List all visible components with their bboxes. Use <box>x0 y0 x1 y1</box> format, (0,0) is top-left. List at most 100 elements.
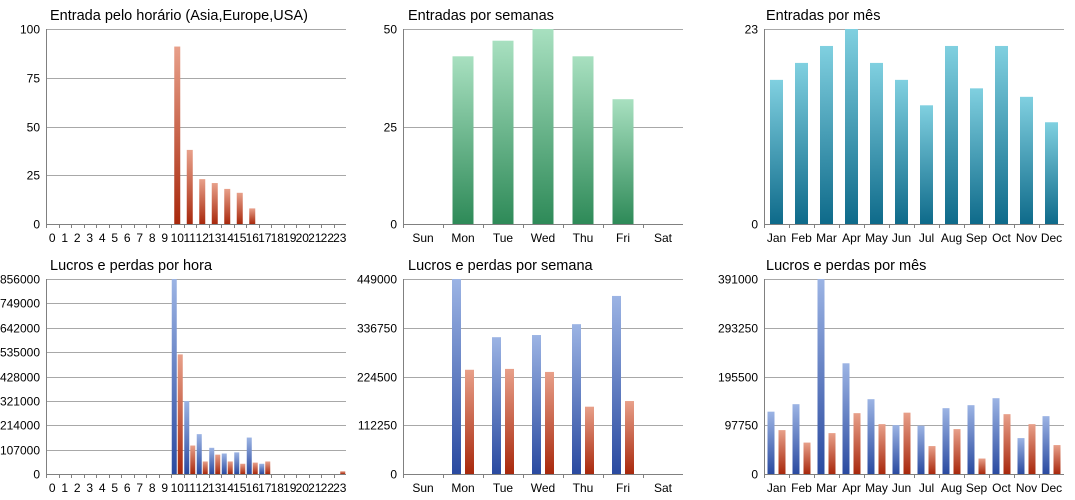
x-tick-label: 8 <box>149 231 156 245</box>
y-tick-label: 0 <box>751 218 758 232</box>
x-tick-label: 17 <box>258 231 272 245</box>
y-tick-label: 0 <box>390 218 397 232</box>
y-tick-label: 321000 <box>0 395 40 409</box>
x-tick-label: Nov <box>1016 231 1037 245</box>
x-tick-label: Mar <box>816 481 837 495</box>
x-tick-label: Sat <box>654 481 673 495</box>
bar-green-Thu <box>572 56 594 224</box>
bar-orange-14 <box>224 188 231 224</box>
bar-red-Fri <box>625 401 634 474</box>
x-tick-label: 2 <box>74 481 81 495</box>
y-tick-label: 224500 <box>357 371 397 385</box>
x-tick-label: 21 <box>308 481 322 495</box>
y-tick-label: 856000 <box>0 273 40 287</box>
x-tick-label: 0 <box>49 481 56 495</box>
x-tick-label: 5 <box>111 231 118 245</box>
x-tick-label: 23 <box>333 231 347 245</box>
bar-blue-Dec <box>1042 416 1050 474</box>
x-tick-label: 2 <box>74 231 81 245</box>
y-tick-label: 449000 <box>357 273 397 287</box>
bar-red-14 <box>227 461 233 474</box>
x-tick-label: 22 <box>321 231 335 245</box>
bar-orange-13 <box>211 183 218 224</box>
chart-6: Lucros e perdas por mês 0 97750 195500 29325… <box>718 258 1064 495</box>
bar-blue-13 <box>209 447 215 474</box>
y-tick-label: 0 <box>390 468 397 482</box>
x-tick-label: 7 <box>136 481 143 495</box>
x-tick-label: Mon <box>451 481 474 495</box>
bar-red-May <box>878 424 886 474</box>
x-tick-label: Jul <box>919 231 934 245</box>
bar-blue-10 <box>171 279 177 474</box>
y-tick-label: 0 <box>33 218 40 232</box>
x-tick-label: Tue <box>493 231 514 245</box>
bar-red-12 <box>202 461 208 474</box>
bar-blue-Mon <box>452 279 461 474</box>
bar-red-Jun <box>903 412 911 474</box>
bar-blue-Apr <box>842 363 850 474</box>
bar-blue-Jan <box>767 411 775 474</box>
x-tick-label: 4 <box>99 231 106 245</box>
x-tick-label: Wed <box>531 231 555 245</box>
bar-orange-11 <box>186 149 193 224</box>
bar-red-Mar <box>828 433 836 474</box>
y-tick-label: 0 <box>751 468 758 482</box>
bar-blue-11 <box>184 401 190 474</box>
y-tick-label: 75 <box>27 72 41 86</box>
bar-red-Jul <box>928 446 936 474</box>
x-tick-label: Dec <box>1041 481 1062 495</box>
x-tick-label: Mon <box>451 231 474 245</box>
x-tick-label: 1 <box>61 481 68 495</box>
bar-blue-Aug <box>942 408 950 474</box>
x-tick-label: Wed <box>531 481 555 495</box>
x-tick-label: 9 <box>161 481 168 495</box>
x-tick-label: 12 <box>196 231 210 245</box>
y-tick-label: 749000 <box>0 297 40 311</box>
x-tick-label: 17 <box>258 481 272 495</box>
x-tick-label: 0 <box>49 231 56 245</box>
bar-teal-Jul <box>920 105 933 224</box>
bar-blue-Thu <box>572 324 581 474</box>
x-tick-label: Sun <box>412 481 433 495</box>
x-tick-label: 6 <box>124 481 131 495</box>
y-tick-label: 0 <box>33 468 40 482</box>
bar-teal-Jan <box>770 79 783 224</box>
bar-red-Wed <box>545 371 554 474</box>
bar-blue-17 <box>259 463 265 474</box>
bar-red-Sep <box>978 458 986 474</box>
chart-title: Lucros e perdas por mês <box>766 258 926 274</box>
bar-blue-Wed <box>532 335 541 474</box>
y-tick-label: 25 <box>27 169 41 183</box>
bar-red-11 <box>190 445 196 474</box>
bar-blue-Feb <box>792 404 800 474</box>
y-tick-label: 293250 <box>718 322 758 336</box>
x-tick-label: Tue <box>493 481 514 495</box>
bar-teal-Aug <box>945 45 958 225</box>
bar-blue-Sep <box>967 405 975 474</box>
bar-teal-Nov <box>1020 96 1033 224</box>
bar-orange-16 <box>249 208 256 224</box>
bar-red-15 <box>240 463 246 474</box>
x-tick-label: Fri <box>616 231 630 245</box>
bar-blue-May <box>867 399 875 474</box>
x-tick-label: Jul <box>919 481 934 495</box>
x-tick-label: 22 <box>321 481 335 495</box>
x-tick-label: 20 <box>296 481 310 495</box>
x-tick-label: 18 <box>271 231 285 245</box>
y-tick-label: 535000 <box>0 346 40 360</box>
x-tick-label: 12 <box>196 481 210 495</box>
x-tick-label: 16 <box>246 231 260 245</box>
y-tick-label: 100 <box>20 23 40 37</box>
y-tick-label: 107000 <box>0 444 40 458</box>
bar-blue-Tue <box>492 337 501 474</box>
bar-red-16 <box>252 462 258 474</box>
bar-orange-12 <box>199 179 206 224</box>
bar-blue-Fri <box>612 295 621 474</box>
bar-green-Mon <box>452 56 474 224</box>
bar-teal-Jun <box>895 79 908 224</box>
x-tick-label: Thu <box>573 231 594 245</box>
x-tick-label: Mar <box>816 231 837 245</box>
chart-title: Entrada pelo horário (Asia,Europe,USA) <box>50 8 308 24</box>
bar-teal-Mar <box>820 45 833 225</box>
x-tick-label: 21 <box>308 231 322 245</box>
